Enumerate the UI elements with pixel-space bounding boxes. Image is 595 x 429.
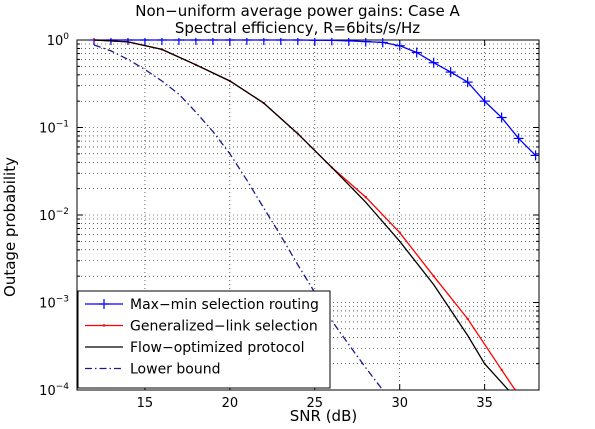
- data-point: [377, 38, 388, 48]
- data-point: [156, 38, 167, 45]
- x-tick-label: 30: [391, 396, 408, 411]
- data-point: [398, 231, 401, 234]
- data-point: [428, 57, 439, 68]
- data-point: [173, 38, 184, 45]
- data-point: [514, 388, 517, 390]
- data-point: [258, 38, 269, 45]
- y-tick-label: 10−4: [39, 382, 69, 399]
- data-point: [513, 133, 524, 144]
- legend-marker: [99, 299, 109, 309]
- data-point: [479, 96, 490, 107]
- data-point: [364, 195, 367, 199]
- series-0: [88, 38, 539, 161]
- data-point: [496, 112, 507, 123]
- series-line: [93, 39, 509, 390]
- data-point: [445, 67, 456, 78]
- x-tick-label: 25: [307, 396, 324, 411]
- data-point: [105, 38, 116, 45]
- series-2: [93, 39, 509, 390]
- y-axis-label: Outage probability: [1, 157, 19, 297]
- data-point: [343, 38, 354, 46]
- data-point: [190, 38, 201, 45]
- data-point: [309, 38, 320, 46]
- legend: Max−min selection routing Generalized−lin…: [77, 290, 331, 389]
- data-point: [466, 317, 469, 321]
- series-layer: [88, 38, 539, 390]
- data-point: [207, 38, 218, 45]
- series-3: [93, 44, 384, 390]
- data-point: [122, 38, 133, 45]
- y-tick-label: 100: [47, 32, 70, 49]
- data-point: [394, 40, 405, 51]
- x-axis-label: SNR (dB): [289, 407, 358, 425]
- data-point: [326, 38, 337, 46]
- data-point: [432, 274, 435, 278]
- data-point: [292, 38, 303, 45]
- data-point: [530, 150, 539, 161]
- legend-marker: [102, 324, 106, 327]
- chart-title: Non−uniform average power gains: Case A: [135, 2, 460, 20]
- x-tick-label: 20: [222, 396, 239, 411]
- data-point: [275, 38, 286, 45]
- legend-label: Lower bound: [130, 362, 220, 378]
- chart-subtitle: Spectral efficiency, R=6bits/s/Hz: [174, 19, 421, 37]
- data-point: [360, 38, 371, 47]
- data-point: [241, 38, 252, 45]
- data-point: [139, 38, 150, 45]
- legend-box: [77, 290, 331, 389]
- legend-label: Flow−optimized protocol: [130, 340, 304, 356]
- data-point: [500, 368, 503, 372]
- y-tick-label: 10−3: [39, 295, 69, 312]
- data-point: [224, 38, 235, 45]
- x-tick-label: 15: [137, 396, 154, 411]
- x-tick-label: 35: [476, 396, 493, 411]
- data-point: [462, 77, 473, 88]
- legend-label: Max−min selection routing: [130, 297, 319, 313]
- legend-label: Generalized−link selection: [130, 319, 318, 335]
- data-point: [411, 47, 422, 58]
- y-tick-label: 10−2: [39, 207, 69, 224]
- series-line: [93, 44, 384, 390]
- y-tick-label: 10−1: [39, 120, 69, 137]
